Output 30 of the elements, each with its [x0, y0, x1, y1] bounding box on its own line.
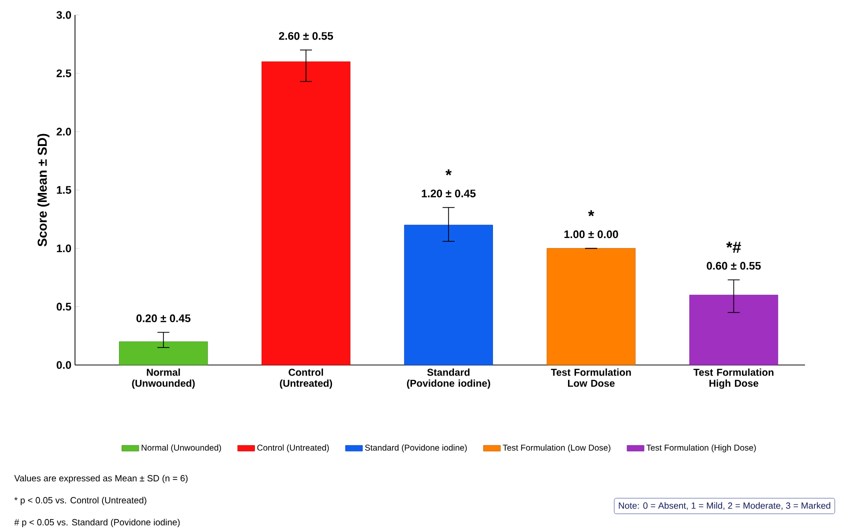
y-tick-label: 2.0	[56, 128, 72, 136]
annotation: *#	[726, 242, 741, 253]
data-label: 0.60 ± 0.55	[706, 262, 761, 270]
y-tick-label: 0.0	[56, 361, 72, 369]
annotation: *	[588, 210, 594, 216]
data-label: 0.20 ± 0.45	[136, 314, 190, 322]
x-tick-label: Test Formulation Low Dose	[550, 368, 631, 387]
annotation: *	[446, 169, 452, 176]
text: # p < 0.05 vs. Standard (Povidone iodine)	[14, 518, 180, 528]
data-label: 1.00 ± 0.00	[564, 230, 618, 238]
legend-label: Test Formulation (High Dose)	[646, 444, 756, 452]
y-tick-label: 1.0	[56, 244, 72, 252]
x-tick-label: Normal (Unwounded)	[132, 368, 195, 389]
legend-label: Test Formulation (Low Dose)	[502, 444, 610, 452]
y-tick-label: 1.5	[56, 186, 72, 194]
text: Values are expressed as Mean ± SD (n = 6)	[14, 474, 188, 484]
legend-label: Normal (Unwounded)	[142, 444, 221, 452]
x-tick-label: Test Formulation High Dose	[694, 368, 774, 389]
y-tick-label: 2.5	[56, 69, 72, 78]
text: * p < 0.05 vs. Control (Untreated)	[14, 496, 146, 506]
x-tick-label: Standard (Povidone iodine)	[406, 368, 490, 389]
data-label: 1.20 ± 0.45	[422, 190, 476, 198]
y-tick-label: 0.5	[56, 302, 72, 311]
legend-label: Standard (Povidone iodine)	[365, 444, 467, 452]
x-tick-label: Control (Untreated)	[280, 368, 332, 389]
text: Note: 0 = Absent, 1 = Mild, 2 = Moderate, 3 = Marked	[618, 502, 830, 510]
y-axis-title: Score (Mean ± SD)	[37, 134, 50, 246]
y-tick-label: 3.0	[56, 11, 72, 19]
data-label: 2.60 ± 0.55	[278, 32, 334, 40]
legend-label: Control (Untreated)	[257, 444, 329, 452]
